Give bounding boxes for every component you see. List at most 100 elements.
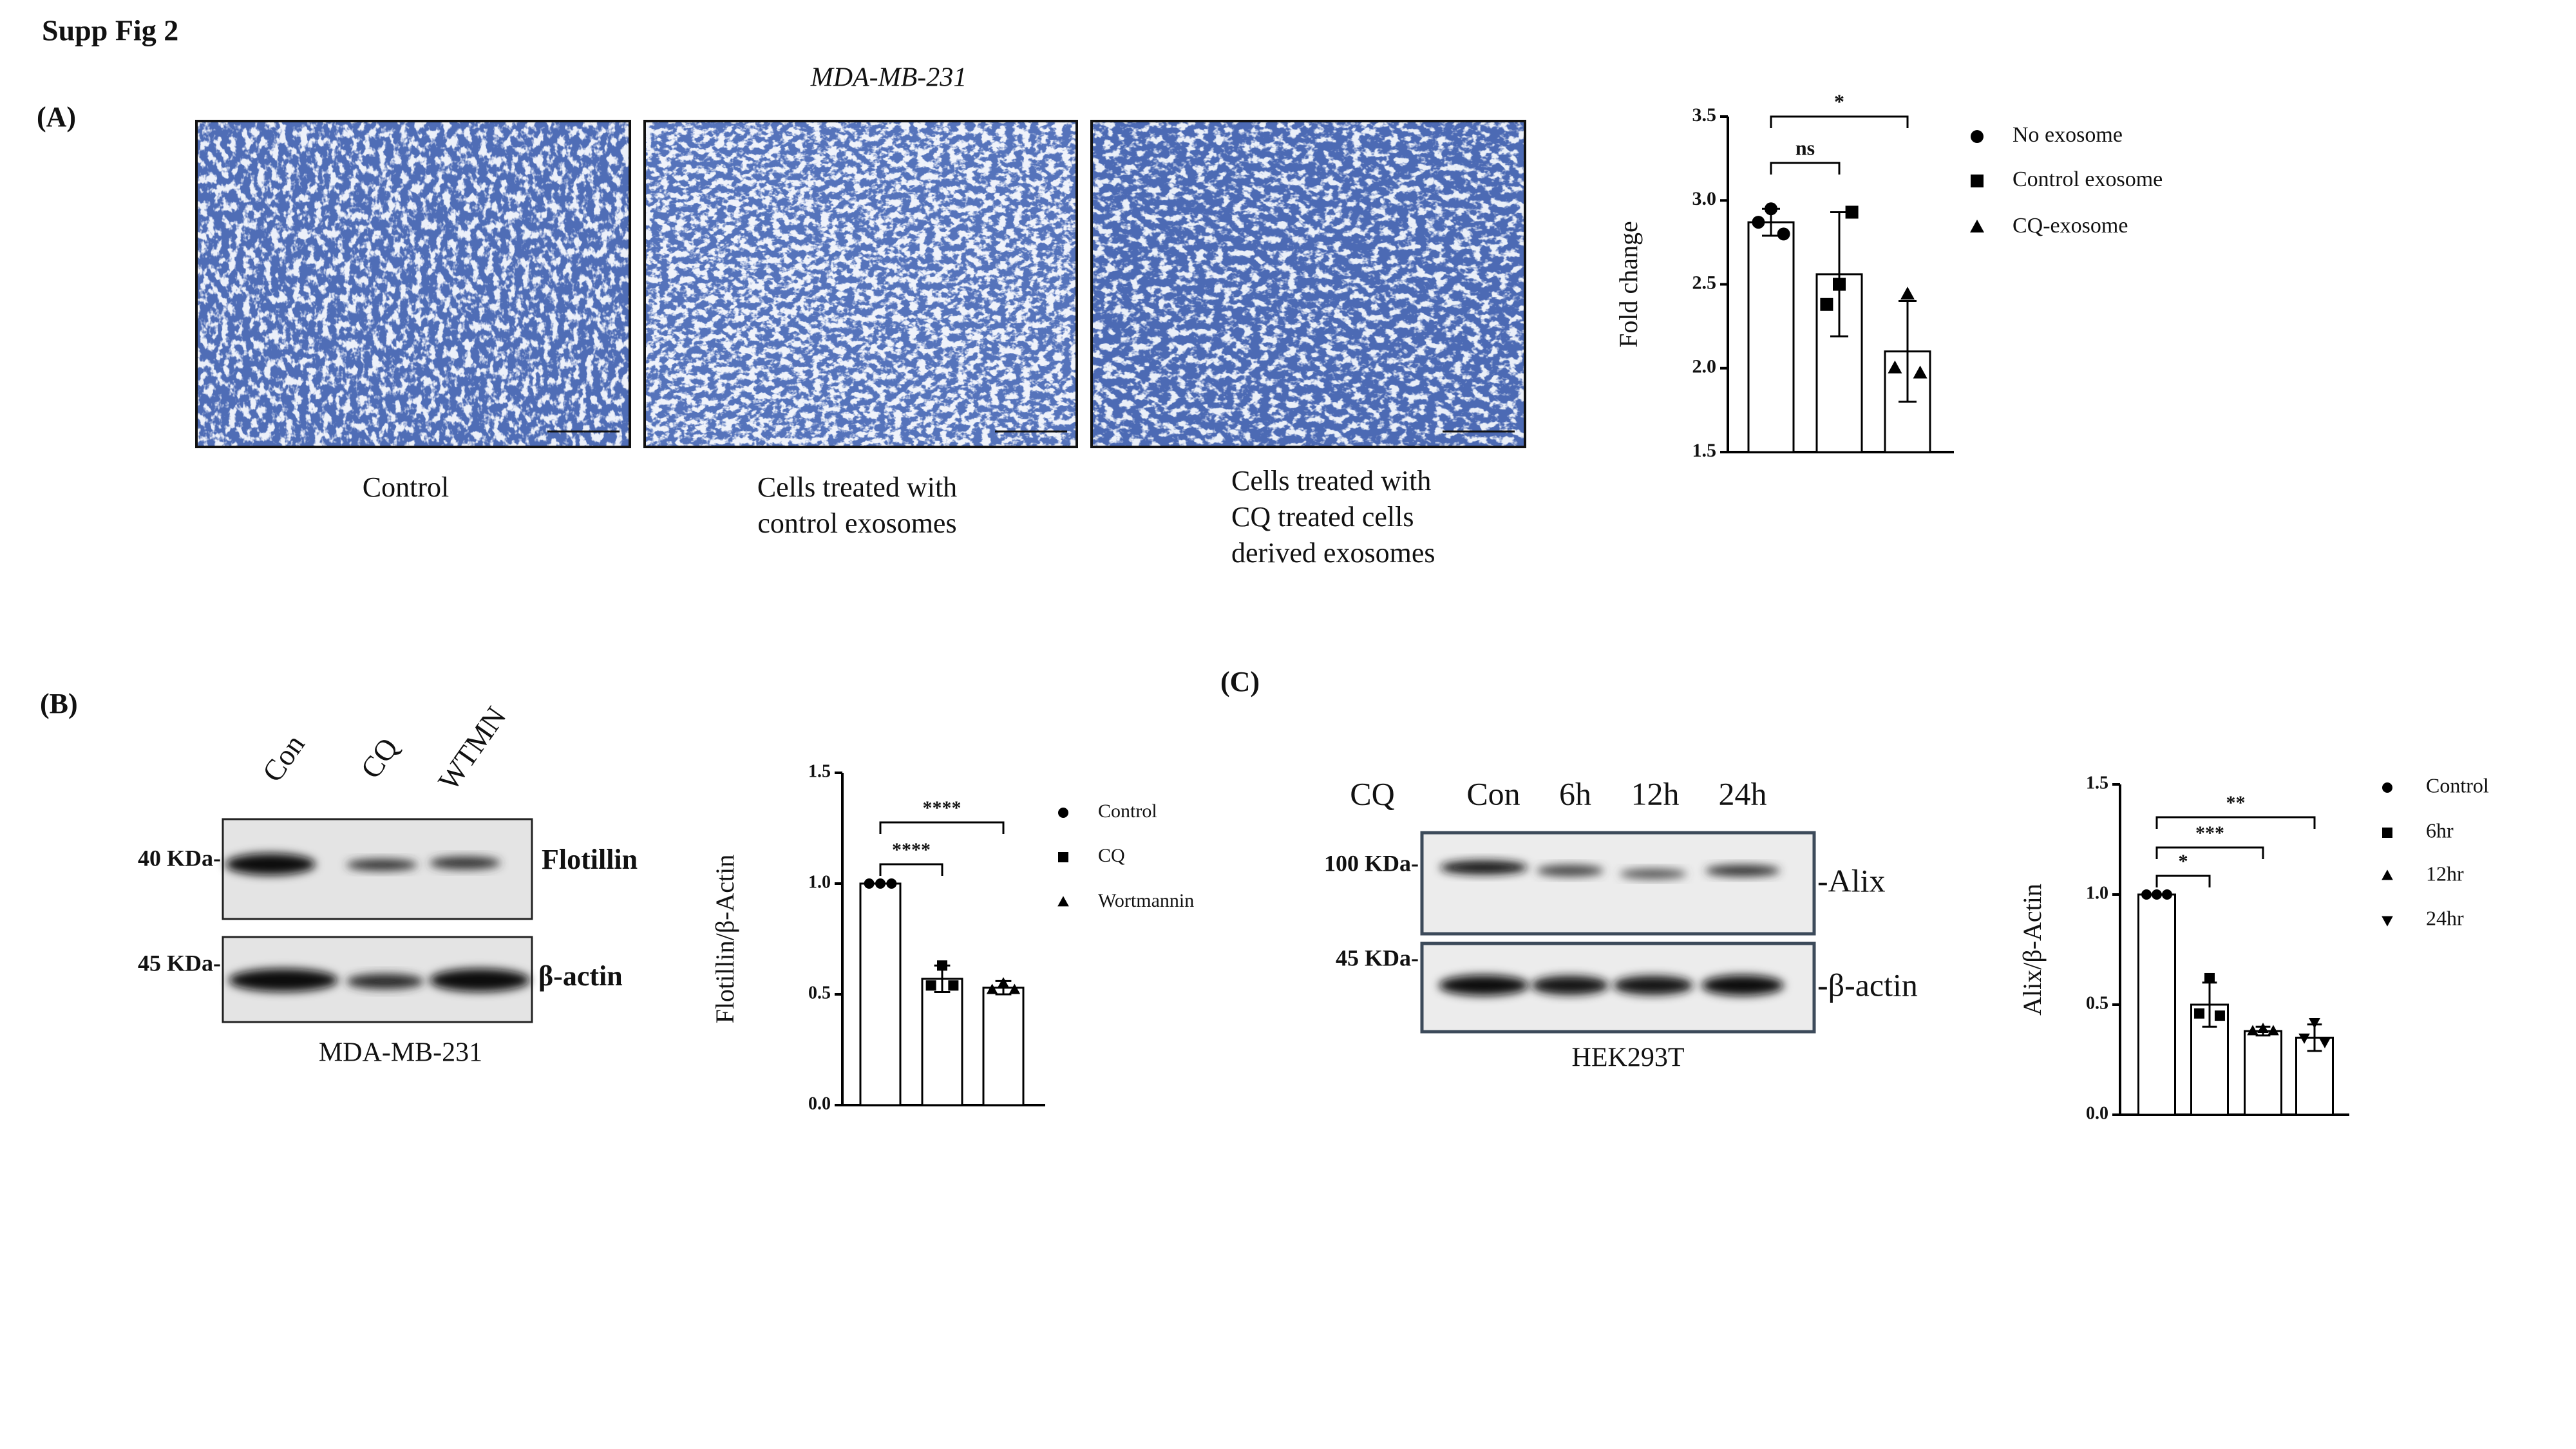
y-axis-label: Fold change [1614,221,1643,348]
significance-label: *** [2195,822,2224,844]
significance-bracket [2155,875,2211,887]
band [346,859,417,871]
data-point [937,960,947,971]
data-point [986,983,998,994]
blot-frame [1420,831,1816,936]
micrograph-texture [645,121,1077,447]
data-point [925,980,936,991]
significance-label: * [2179,851,2188,872]
legend-marker [2382,828,2392,838]
cell-line: MDA-MB-231 [810,63,967,93]
significance-bracket [1770,115,1909,128]
y-tick-label: 0.0 [2086,1103,2108,1123]
micrograph-frame [643,120,1078,448]
legend-marker [1057,896,1069,907]
data-point [1765,202,1777,216]
lane-label: 12h [1631,775,1680,811]
panel-label: (A) [37,101,76,133]
data-point [864,878,875,889]
legend-label: No exosome [2012,123,2123,147]
mw-marker: 100 KDa- [1324,850,1419,876]
legend-marker [2382,782,2392,793]
data-point [1913,365,1927,379]
band [430,969,530,992]
lane-label: 24h [1719,775,1767,811]
caption: Cells treated with [757,471,957,503]
mw-marker: 40 KDa- [138,845,221,871]
data-point [2298,1033,2310,1044]
lane-label: Con [256,728,311,788]
data-point [875,878,886,889]
treatment-label: CQ [1350,775,1394,811]
band [346,974,424,989]
band [1531,976,1609,995]
data-point [1845,205,1859,219]
y-tick-label: 3.5 [1692,104,1717,126]
band [229,969,338,992]
y-tick-label: 3.0 [1692,188,1717,209]
bar [2244,1030,2282,1116]
band [1439,975,1529,996]
micrograph-texture [1092,121,1525,447]
mw-marker: 45 KDa- [138,950,221,976]
band [1701,975,1784,996]
data-point [2194,1008,2205,1019]
significance-label: **** [923,797,961,819]
significance-label: ns [1795,136,1815,159]
figure-title: Supp Fig 2 [42,14,178,47]
legend-marker [2382,916,2393,927]
data-point [2141,889,2152,900]
bar [859,882,902,1106]
mw-marker: 45 KDa- [1336,945,1419,971]
significance-bracket [1770,162,1841,175]
data-point [1752,216,1765,229]
caption: Cells treated with [1231,465,1431,497]
y-tick-label: 2.0 [1692,356,1717,377]
lane-label: 6h [1559,775,1591,811]
y-tick-label: 0.5 [2086,993,2108,1013]
significance-bracket [2155,846,2264,859]
lane-label: Con [1466,775,1520,811]
significance-label: ** [2226,792,2246,813]
legend-label: Control [2426,773,2489,797]
data-point [1900,287,1915,300]
caption: control exosomes [757,507,956,539]
data-point [1777,227,1790,241]
blot-b [222,818,533,1023]
band [1613,976,1693,995]
data-point [2204,972,2215,983]
band [225,853,316,875]
band [1705,865,1780,876]
data-point [886,878,897,889]
legend-label: 24hr [2426,906,2464,929]
legend-label: Control [1098,800,1157,822]
significance-label: **** [892,839,931,860]
data-point [1009,983,1021,994]
cell-line: MDA-MB-231 [319,1038,482,1068]
y-axis-label: Flotillin/β-Actin [710,855,739,1024]
legend-label: Wortmannin [1098,890,1194,911]
y-tick-label: 1.5 [2086,773,2108,793]
data-point [1833,278,1846,291]
legend-label: CQ-exosome [2012,214,2128,238]
data-point [2257,1023,2269,1034]
band [1537,865,1604,876]
significance-bracket [879,821,1005,834]
micrographs [195,120,1526,448]
band [430,857,500,869]
data-point [1820,298,1833,311]
legend-label: 6hr [2426,819,2454,842]
y-tick-label: 1.0 [2086,883,2108,903]
significance-bracket [879,863,943,876]
protein-label: Flotillin [542,844,638,875]
caption: Control [363,471,449,503]
y-tick-label: 0.0 [808,1094,831,1113]
legend-marker [1970,220,1984,232]
legend-marker [1058,852,1068,862]
data-point [2247,1025,2259,1036]
data-point [2309,1018,2320,1028]
data-point [948,980,959,991]
y-axis-label: Alix/β-Actin [2018,884,2047,1016]
